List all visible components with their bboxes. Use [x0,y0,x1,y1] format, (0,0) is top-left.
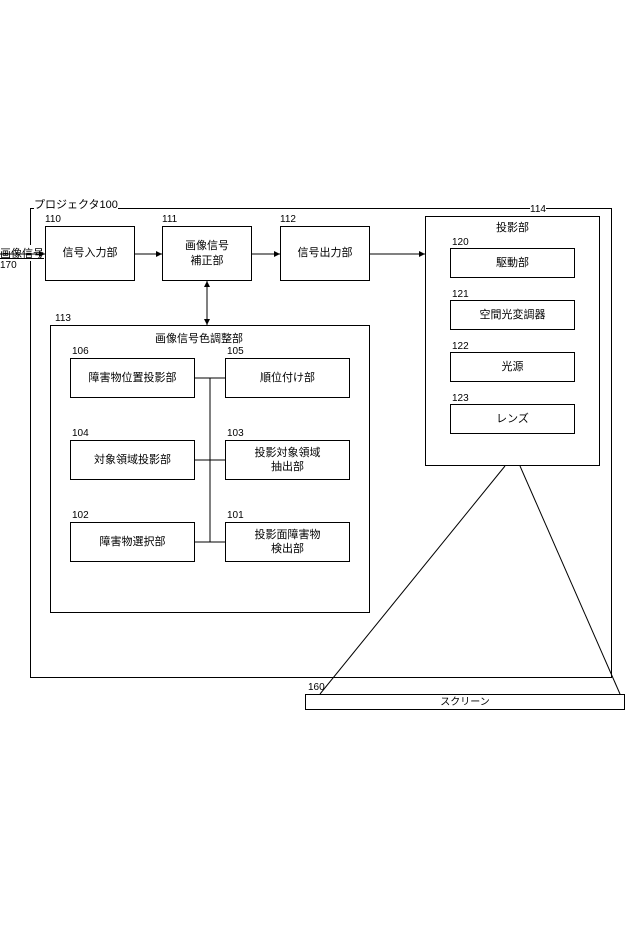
block-102-num: 102 [72,510,89,521]
block-110: 信号入力部 [45,226,135,281]
block-122: 光源 [450,352,575,382]
block-123-label: レンズ [496,412,529,426]
block-120-num: 120 [452,237,469,248]
block-122-label: 光源 [502,360,524,374]
projector-title: プロジェクタ100 [34,196,118,212]
block-121: 空間光変調器 [450,300,575,330]
block-112-num: 112 [280,214,296,225]
input-signal-num: 170 [0,260,17,271]
block-101-num: 101 [227,510,244,521]
block-111: 画像信号 補正部 [162,226,252,281]
block-112-label: 信号出力部 [298,246,353,260]
block-106: 障害物位置投影部 [70,358,195,398]
block-104-label: 対象領域投影部 [94,453,171,467]
block-105-label: 順位付け部 [260,371,315,385]
block-120: 駆動部 [450,248,575,278]
block-120-label: 駆動部 [496,256,529,270]
block-123: レンズ [450,404,575,434]
block-112: 信号出力部 [280,226,370,281]
block-122-num: 122 [452,341,469,352]
block-103: 投影対象領域 抽出部 [225,440,350,480]
block-106-label: 障害物位置投影部 [89,371,177,385]
block-104-num: 104 [72,428,89,439]
block-101-label: 投影面障害物 検出部 [255,528,321,557]
block-113-label: 画像信号色調整部 [155,330,243,346]
screen-num: 160 [308,682,325,693]
block-103-label: 投影対象領域 抽出部 [255,446,321,475]
block-111-label: 画像信号 補正部 [185,239,229,268]
block-102: 障害物選択部 [70,522,195,562]
diagram-canvas: プロジェクタ100 画像信号 170 信号入力部 110 画像信号 補正部 11… [0,0,640,927]
screen-box: スクリーン [305,694,625,710]
block-104: 対象領域投影部 [70,440,195,480]
block-110-label: 信号入力部 [63,246,118,260]
block-102-label: 障害物選択部 [100,535,166,549]
block-111-num: 111 [162,214,177,225]
block-103-num: 103 [227,428,244,439]
block-121-num: 121 [452,289,469,300]
input-signal-label: 画像信号 [0,245,44,261]
block-123-num: 123 [452,393,469,404]
block-101: 投影面障害物 検出部 [225,522,350,562]
block-106-num: 106 [72,346,89,357]
block-121-label: 空間光変調器 [480,308,546,322]
block-105: 順位付け部 [225,358,350,398]
block-105-num: 105 [227,346,244,357]
block-113-num: 113 [55,313,71,324]
block-114-num: 114 [530,204,546,215]
block-110-num: 110 [45,214,61,225]
screen-label: スクリーン [440,696,490,709]
block-114-label: 投影部 [496,221,529,235]
